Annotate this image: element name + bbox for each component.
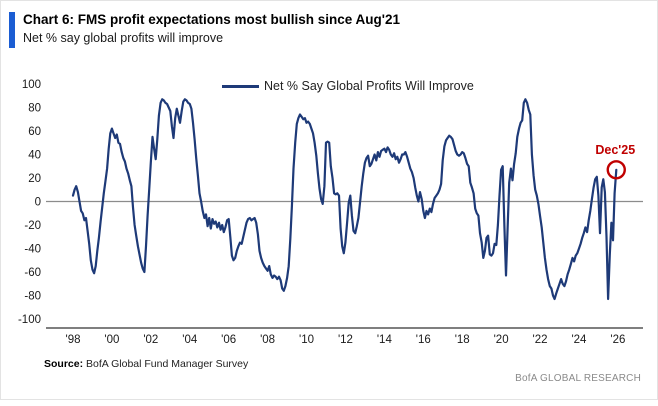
x-tick-label: '26 <box>610 334 625 346</box>
dec25-highlight-circle <box>606 160 626 180</box>
y-tick-label: 0 <box>35 197 41 209</box>
x-tick-label: '24 <box>571 334 587 346</box>
x-tick-label: '12 <box>338 334 353 346</box>
source-prefix: Source: <box>44 358 84 370</box>
x-tick-label: '08 <box>260 334 275 346</box>
legend-line-swatch <box>222 84 259 88</box>
legend: Net % Say Global Profits Will Improve <box>222 79 474 93</box>
y-tick-label: -100 <box>18 314 41 326</box>
y-tick-label: -20 <box>24 220 41 232</box>
header-accent-bar <box>9 12 15 48</box>
x-tick-label: '18 <box>455 334 470 346</box>
y-tick-label: -40 <box>24 244 41 256</box>
x-tick-label: '22 <box>533 334 548 346</box>
legend-label: Net % Say Global Profits Will Improve <box>264 79 474 93</box>
y-tick-label: 40 <box>28 149 41 161</box>
y-tick-label: 20 <box>28 173 41 185</box>
x-tick-label: '06 <box>221 334 236 346</box>
x-tick-label: '14 <box>377 334 393 346</box>
x-tick-label: '02 <box>143 334 158 346</box>
chart-subtitle: Net % say global profits will improve <box>23 31 224 45</box>
x-tick-label: '98 <box>66 334 81 346</box>
x-tick-label: '16 <box>416 334 431 346</box>
source-text: BofA Global Fund Manager Survey <box>86 358 249 370</box>
y-tick-label: -60 <box>24 267 41 279</box>
x-tick-label: '20 <box>494 334 509 346</box>
y-tick-label: 80 <box>28 102 41 114</box>
profit-expectations-line <box>71 98 618 301</box>
dec25-annotation-label: Dec'25 <box>595 142 636 157</box>
branding-text: BofA GLOBAL RESEARCH <box>515 373 641 384</box>
x-tick-label: '04 <box>182 334 198 346</box>
x-tick-label: '10 <box>299 334 314 346</box>
source-line: Source: BofA Global Fund Manager Survey <box>44 358 248 370</box>
y-tick-label: 60 <box>28 126 41 138</box>
chart-title: Chart 6: FMS profit expectations most bu… <box>23 12 401 27</box>
y-tick-label: -80 <box>24 291 41 303</box>
x-tick-label: '00 <box>104 334 119 346</box>
y-tick-label: 100 <box>22 79 41 91</box>
